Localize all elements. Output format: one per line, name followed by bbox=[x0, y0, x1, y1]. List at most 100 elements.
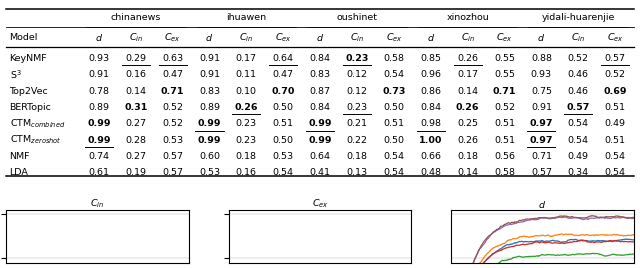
Text: 0.56: 0.56 bbox=[494, 152, 515, 161]
Text: 0.27: 0.27 bbox=[125, 152, 146, 161]
Text: 0.48: 0.48 bbox=[420, 168, 441, 177]
Text: 0.12: 0.12 bbox=[346, 87, 367, 96]
Text: 0.91: 0.91 bbox=[88, 70, 109, 79]
Text: 0.18: 0.18 bbox=[236, 152, 257, 161]
Text: $d$: $d$ bbox=[95, 32, 103, 43]
Text: 0.16: 0.16 bbox=[236, 168, 257, 177]
Text: 0.29: 0.29 bbox=[125, 54, 146, 63]
Text: 0.97: 0.97 bbox=[530, 119, 553, 128]
Text: 0.54: 0.54 bbox=[383, 70, 404, 79]
Text: 0.57: 0.57 bbox=[162, 168, 183, 177]
Text: ihuawen: ihuawen bbox=[227, 13, 266, 22]
Text: 0.10: 0.10 bbox=[236, 87, 257, 96]
Text: 0.26: 0.26 bbox=[457, 54, 478, 63]
Text: $C_{in}$: $C_{in}$ bbox=[239, 31, 253, 44]
Text: 0.69: 0.69 bbox=[604, 87, 627, 96]
Text: 0.50: 0.50 bbox=[273, 103, 294, 112]
Text: Top2Vec: Top2Vec bbox=[10, 87, 48, 96]
Text: 0.58: 0.58 bbox=[494, 168, 515, 177]
Text: 0.52: 0.52 bbox=[568, 54, 589, 63]
Text: 0.86: 0.86 bbox=[420, 87, 441, 96]
Text: $C_{in}$: $C_{in}$ bbox=[350, 31, 364, 44]
Text: yidali-huarenjie: yidali-huarenjie bbox=[541, 13, 615, 22]
Text: 0.54: 0.54 bbox=[383, 168, 404, 177]
Text: 0.84: 0.84 bbox=[310, 103, 331, 112]
Text: 0.57: 0.57 bbox=[605, 54, 626, 63]
Text: 0.51: 0.51 bbox=[383, 119, 404, 128]
Text: BERTopic: BERTopic bbox=[10, 103, 51, 112]
Text: 0.52: 0.52 bbox=[162, 119, 183, 128]
Text: 0.85: 0.85 bbox=[420, 54, 441, 63]
Text: 0.99: 0.99 bbox=[308, 119, 332, 128]
Text: 0.51: 0.51 bbox=[605, 103, 626, 112]
Text: $C_{ex}$: $C_{ex}$ bbox=[607, 31, 623, 44]
Text: xinozhou: xinozhou bbox=[446, 13, 489, 22]
Text: 0.51: 0.51 bbox=[494, 136, 515, 144]
Text: 0.74: 0.74 bbox=[88, 152, 109, 161]
Text: 0.22: 0.22 bbox=[346, 136, 367, 144]
Title: $d$: $d$ bbox=[538, 199, 547, 210]
Text: CTM$_{combined}$: CTM$_{combined}$ bbox=[10, 117, 65, 130]
Text: 0.23: 0.23 bbox=[346, 103, 367, 112]
Text: 0.54: 0.54 bbox=[383, 152, 404, 161]
Text: 0.52: 0.52 bbox=[494, 103, 515, 112]
Title: $C_{in}$: $C_{in}$ bbox=[90, 198, 105, 210]
Text: $C_{ex}$: $C_{ex}$ bbox=[385, 31, 402, 44]
Text: $d$: $d$ bbox=[427, 32, 435, 43]
Text: 0.28: 0.28 bbox=[125, 136, 146, 144]
Text: 0.14: 0.14 bbox=[457, 87, 478, 96]
Text: 0.13: 0.13 bbox=[346, 168, 367, 177]
Text: 0.58: 0.58 bbox=[383, 54, 404, 63]
Text: 0.19: 0.19 bbox=[125, 168, 146, 177]
Text: 0.17: 0.17 bbox=[457, 70, 478, 79]
Text: 0.84: 0.84 bbox=[420, 103, 441, 112]
Text: 0.71: 0.71 bbox=[493, 87, 516, 96]
Text: 0.54: 0.54 bbox=[568, 136, 589, 144]
Text: KeyNMF: KeyNMF bbox=[10, 54, 47, 63]
Text: 0.54: 0.54 bbox=[273, 168, 294, 177]
Text: 0.53: 0.53 bbox=[162, 136, 183, 144]
Text: $d$: $d$ bbox=[316, 32, 324, 43]
Text: $C_{ex}$: $C_{ex}$ bbox=[164, 31, 181, 44]
Text: 0.84: 0.84 bbox=[310, 54, 331, 63]
Text: NMF: NMF bbox=[10, 152, 30, 161]
Text: 0.71: 0.71 bbox=[531, 152, 552, 161]
Text: 0.64: 0.64 bbox=[273, 54, 294, 63]
Text: 0.21: 0.21 bbox=[346, 119, 367, 128]
Text: 0.98: 0.98 bbox=[420, 119, 441, 128]
Text: 0.49: 0.49 bbox=[605, 119, 626, 128]
Text: 0.47: 0.47 bbox=[162, 70, 183, 79]
Text: 0.64: 0.64 bbox=[310, 152, 331, 161]
Text: 0.55: 0.55 bbox=[494, 54, 515, 63]
Text: 0.99: 0.99 bbox=[198, 136, 221, 144]
Text: 0.50: 0.50 bbox=[273, 136, 294, 144]
Text: 0.18: 0.18 bbox=[457, 152, 478, 161]
Text: 0.50: 0.50 bbox=[383, 136, 404, 144]
Text: 0.97: 0.97 bbox=[530, 136, 553, 144]
Text: 0.93: 0.93 bbox=[531, 70, 552, 79]
Text: 0.63: 0.63 bbox=[162, 54, 183, 63]
Text: 0.26: 0.26 bbox=[456, 103, 479, 112]
Text: 0.54: 0.54 bbox=[568, 119, 589, 128]
Text: 0.46: 0.46 bbox=[568, 87, 589, 96]
Text: 0.70: 0.70 bbox=[271, 87, 295, 96]
Text: 0.83: 0.83 bbox=[310, 70, 331, 79]
Text: 0.57: 0.57 bbox=[531, 168, 552, 177]
Text: 0.34: 0.34 bbox=[568, 168, 589, 177]
Text: 0.23: 0.23 bbox=[346, 54, 369, 63]
Text: 0.14: 0.14 bbox=[125, 87, 146, 96]
Text: 0.53: 0.53 bbox=[273, 152, 294, 161]
Text: 0.12: 0.12 bbox=[346, 70, 367, 79]
Title: $C_{ex}$: $C_{ex}$ bbox=[312, 198, 328, 210]
Text: 0.18: 0.18 bbox=[346, 152, 367, 161]
Text: 0.31: 0.31 bbox=[124, 103, 147, 112]
Text: 0.51: 0.51 bbox=[494, 119, 515, 128]
Text: $C_{in}$: $C_{in}$ bbox=[571, 31, 586, 44]
Text: 0.27: 0.27 bbox=[125, 119, 146, 128]
Text: 0.78: 0.78 bbox=[88, 87, 109, 96]
Text: S$^3$: S$^3$ bbox=[10, 69, 21, 81]
Text: 0.50: 0.50 bbox=[383, 103, 404, 112]
Text: 0.88: 0.88 bbox=[531, 54, 552, 63]
Text: 0.17: 0.17 bbox=[236, 54, 257, 63]
Text: 0.91: 0.91 bbox=[531, 103, 552, 112]
